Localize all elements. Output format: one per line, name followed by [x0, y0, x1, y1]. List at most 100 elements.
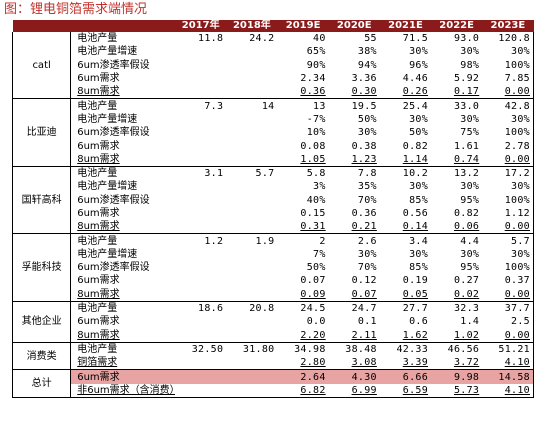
table-row: 6um需求 0.08 0.38 0.82 1.61 2.78 — [13, 139, 535, 153]
value-cell: 9.98 — [431, 369, 483, 384]
value-cell: 3% — [313, 181, 326, 193]
table-row: catl 电池产量 11.8 24.2 40 55 71.5 93.0 120.8 — [11, 32, 535, 100]
value-cell: 71.5 — [402, 33, 429, 45]
column-header: 2020E — [328, 20, 380, 32]
empty-cell — [226, 85, 278, 100]
value-cell: 1.4 — [460, 316, 480, 328]
value-cell: 55 — [364, 33, 377, 45]
row-label: 电池产量 — [77, 33, 118, 45]
empty-cell — [175, 85, 227, 100]
empty-cell — [175, 287, 227, 302]
table-row: 非6um需求（含消费） 6.82 6.99 6.59 5.73 4.10 — [13, 383, 535, 399]
value-cell: 2.5 — [482, 315, 535, 329]
value-cell: 1.9 — [255, 235, 275, 247]
value-cell: 30% — [409, 181, 429, 193]
value-cell: 85% — [409, 194, 429, 206]
table-row: 6um渗透率假设 10% 30% 50% 75% 100% — [13, 126, 535, 140]
value-cell: 0.00 — [482, 328, 535, 343]
table-row: 铜箔需求 2.80 3.08 3.39 3.72 4.10 — [13, 356, 535, 371]
value-cell: 3.08 — [328, 356, 380, 371]
value-cell: 6.82 — [277, 383, 329, 399]
group-label: 孚能科技 — [11, 233, 72, 302]
empty-cell — [226, 369, 278, 384]
value-cell: 70% — [357, 262, 377, 274]
empty-cell — [175, 207, 226, 220]
value-cell: 2.64 — [277, 369, 329, 384]
empty-cell — [226, 139, 277, 152]
value-cell: 65% — [306, 46, 326, 58]
value-cell: 100% — [482, 193, 535, 207]
table-row: 6um渗透率假设 90% 94% 96% 98% 100% — [13, 58, 535, 72]
value-cell: 14.58 — [482, 369, 535, 384]
row-label: 6um需求 — [70, 369, 176, 384]
value-cell: 100% — [482, 261, 535, 275]
empty-cell — [175, 126, 226, 139]
value-cell: 96% — [409, 59, 429, 71]
value-cell: 42.33 — [396, 343, 429, 355]
table-row: 电池产量增速 65% 38% 30% 30% 30% — [13, 45, 535, 59]
value-cell: 7.8 — [357, 168, 377, 180]
table-body: catl 电池产量 11.8 24.2 40 55 71.5 93.0 120.8 电池产量增速 6… — [11, 32, 535, 399]
value-cell: 4.10 — [482, 383, 535, 399]
value-cell: 13.2 — [453, 168, 480, 180]
empty-cell — [226, 356, 278, 371]
value-cell: 85% — [409, 262, 429, 274]
value-cell: 4.30 — [328, 369, 380, 384]
value-cell: 0.36 — [351, 208, 377, 219]
value-cell: 0.6 — [409, 316, 429, 328]
empty-cell — [175, 180, 226, 193]
header-blank — [70, 20, 176, 32]
value-cell: 7.85 — [482, 71, 535, 86]
value-cell: 25.4 — [402, 100, 429, 112]
value-cell: 3.4 — [409, 235, 429, 247]
empty-cell — [226, 72, 277, 85]
value-cell: 100% — [482, 58, 535, 72]
empty-cell — [226, 248, 277, 261]
value-cell: 30% — [409, 248, 429, 260]
header-row: 2017年 2018年 2019E 2020E 2021E 2022E 2023E — [12, 20, 534, 32]
table-row: 电池产量增速 7% 30% 30% 30% 30% — [13, 247, 535, 262]
value-cell: 14 — [261, 100, 275, 112]
row-label: 8um需求 — [70, 328, 176, 343]
value-cell: 0.31 — [277, 220, 329, 235]
value-cell: 6.66 — [379, 369, 432, 384]
empty-cell — [226, 207, 277, 220]
table-row: 国轩高科 电池产量 3.1 5.7 5.8 7.8 10.2 13.2 17.2 — [11, 166, 535, 235]
row-label: 8um需求 — [70, 152, 176, 167]
value-cell: 7% — [313, 248, 326, 260]
value-cell: 2.11 — [328, 328, 380, 343]
value-cell: 120.8 — [482, 32, 535, 46]
empty-cell — [226, 194, 277, 207]
table-row: 电池产量增速 3% 35% 30% 30% 30% — [13, 180, 535, 194]
table-row: 比亚迪 电池产量 7.3 14 13 19.5 25.4 33.0 42.8 — [11, 98, 535, 167]
value-cell: 24.5 — [300, 303, 326, 315]
value-cell: 0.15 — [300, 208, 326, 219]
value-cell: 7.3 — [204, 100, 224, 112]
empty-cell — [226, 287, 278, 302]
value-cell: 30% — [409, 46, 429, 58]
group-label: 总计 — [11, 369, 72, 399]
row-label: 电池产量 — [77, 343, 118, 355]
value-cell: 30% — [460, 113, 480, 125]
row-label: 6um渗透率假设 — [77, 194, 150, 206]
value-cell: 5.7 — [482, 233, 535, 248]
value-cell: 0.30 — [328, 85, 380, 100]
empty-cell — [226, 261, 277, 274]
value-cell: 0.00 — [482, 220, 535, 235]
empty-cell — [226, 274, 277, 287]
value-cell: 30% — [482, 45, 535, 59]
value-cell: 0.14 — [379, 220, 432, 235]
empty-cell — [226, 59, 277, 72]
table-row: 6um需求 0.07 0.12 0.19 0.27 0.37 — [13, 274, 535, 288]
value-cell: 38.48 — [345, 343, 377, 355]
value-cell: 6.59 — [379, 383, 432, 399]
value-cell: 30% — [460, 46, 480, 58]
value-cell: 3.72 — [431, 356, 483, 371]
value-cell: 31.80 — [242, 343, 275, 355]
empty-cell — [226, 152, 278, 167]
value-cell: 0.74 — [431, 152, 483, 167]
value-cell: 75% — [460, 127, 480, 139]
value-cell: 2.20 — [277, 328, 329, 343]
empty-cell — [175, 369, 227, 384]
